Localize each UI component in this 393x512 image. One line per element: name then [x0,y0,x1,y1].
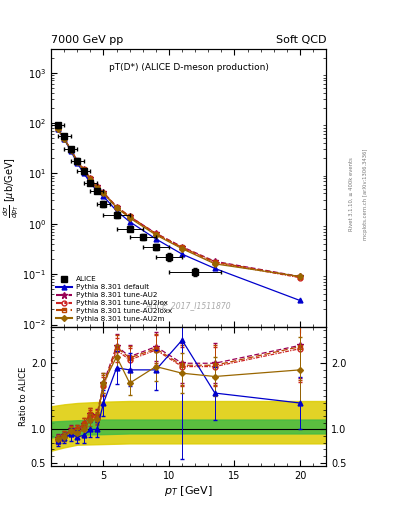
X-axis label: $p_T\ \mathrm{[GeV]}$: $p_T\ \mathrm{[GeV]}$ [164,483,213,498]
Text: pT(D*) (ALICE D-meson production): pT(D*) (ALICE D-meson production) [109,62,268,72]
Y-axis label: Ratio to ALICE: Ratio to ALICE [19,367,28,426]
Text: Rivet 3.1.10, ≥ 400k events: Rivet 3.1.10, ≥ 400k events [349,158,354,231]
Text: ALICE_2017_I1511870: ALICE_2017_I1511870 [146,301,231,310]
Text: Soft QCD: Soft QCD [276,35,326,45]
Text: 7000 GeV pp: 7000 GeV pp [51,35,123,45]
Y-axis label: $\frac{d\sigma}{dp_T}\ [\mu\mathrm{b/GeV}]$: $\frac{d\sigma}{dp_T}\ [\mu\mathrm{b/GeV… [2,157,21,218]
Text: mcplots.cern.ch [arXiv:1306.3436]: mcplots.cern.ch [arXiv:1306.3436] [363,149,368,240]
Legend: ALICE, Pythia 8.301 default, Pythia 8.301 tune-AU2, Pythia 8.301 tune-AU2lox, Py: ALICE, Pythia 8.301 default, Pythia 8.30… [55,275,173,323]
